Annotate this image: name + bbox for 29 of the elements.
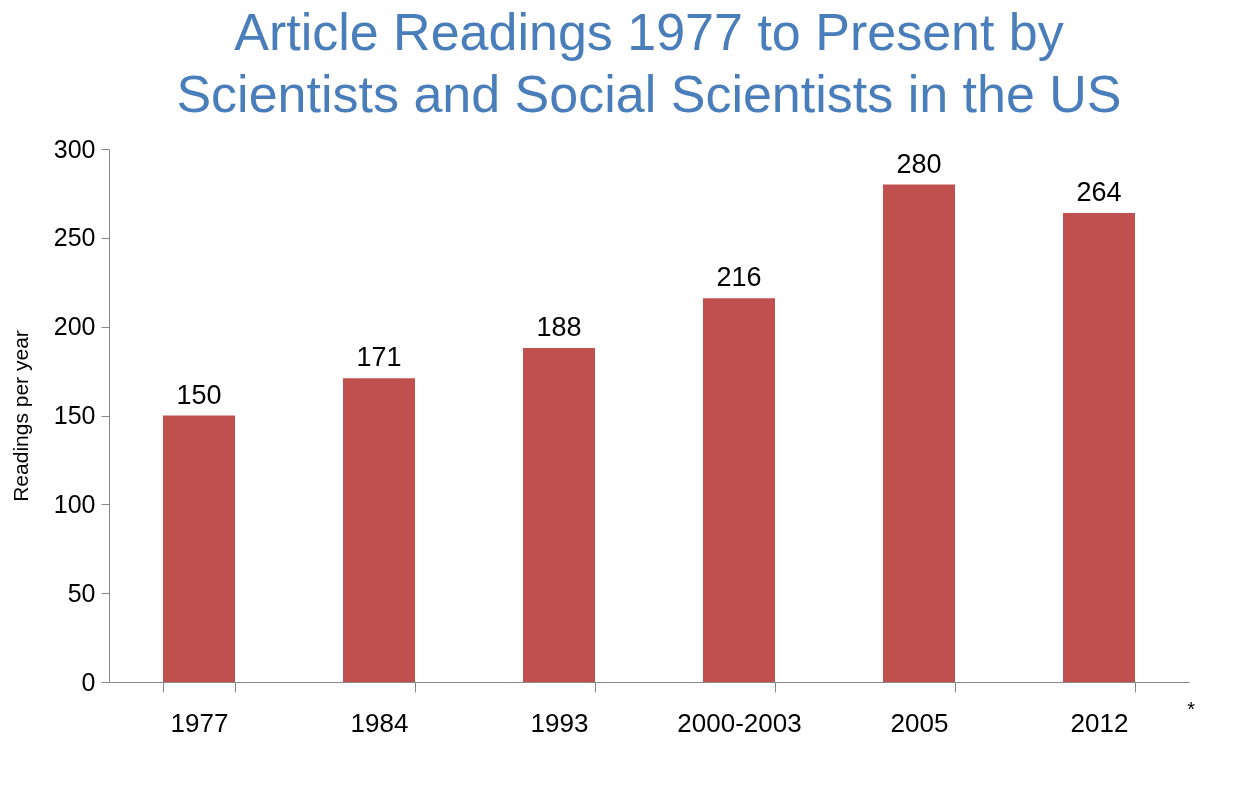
bar <box>523 347 595 682</box>
bar <box>343 378 415 682</box>
data-label: 280 <box>896 148 942 179</box>
data-label: 264 <box>1076 176 1122 207</box>
y-tick-label: 200 <box>53 312 96 341</box>
y-tick-label: 100 <box>53 489 96 518</box>
x-tick-label: 2005 <box>890 707 949 738</box>
y-tick-label: 300 <box>53 134 96 163</box>
y-tick-label: 50 <box>67 578 96 607</box>
bar <box>1063 212 1135 682</box>
data-label: 150 <box>176 379 222 410</box>
x-tick-label: 1977 <box>170 707 229 738</box>
y-tick-label: 250 <box>53 223 96 252</box>
bar <box>163 415 235 682</box>
data-label: 171 <box>356 342 402 373</box>
bar <box>703 298 775 682</box>
x-tick-label: 1993 <box>530 707 589 738</box>
y-axis-title: Readings per year <box>8 330 32 502</box>
text: Scientists and Social Scientists in the US <box>176 65 1122 123</box>
x-tick-label: 1984 <box>350 707 409 738</box>
bar <box>883 184 955 682</box>
x-tick-label: 2000-2003 <box>677 707 802 738</box>
text: Article Readings 1977 to Present by <box>234 3 1064 61</box>
data-label: 188 <box>536 311 582 342</box>
data-label: 216 <box>716 262 762 293</box>
text: * <box>1187 698 1196 720</box>
y-tick-label: 150 <box>53 401 96 429</box>
x-tick-label: 2012 <box>1070 707 1129 738</box>
y-tick-label: 0 <box>81 667 96 696</box>
